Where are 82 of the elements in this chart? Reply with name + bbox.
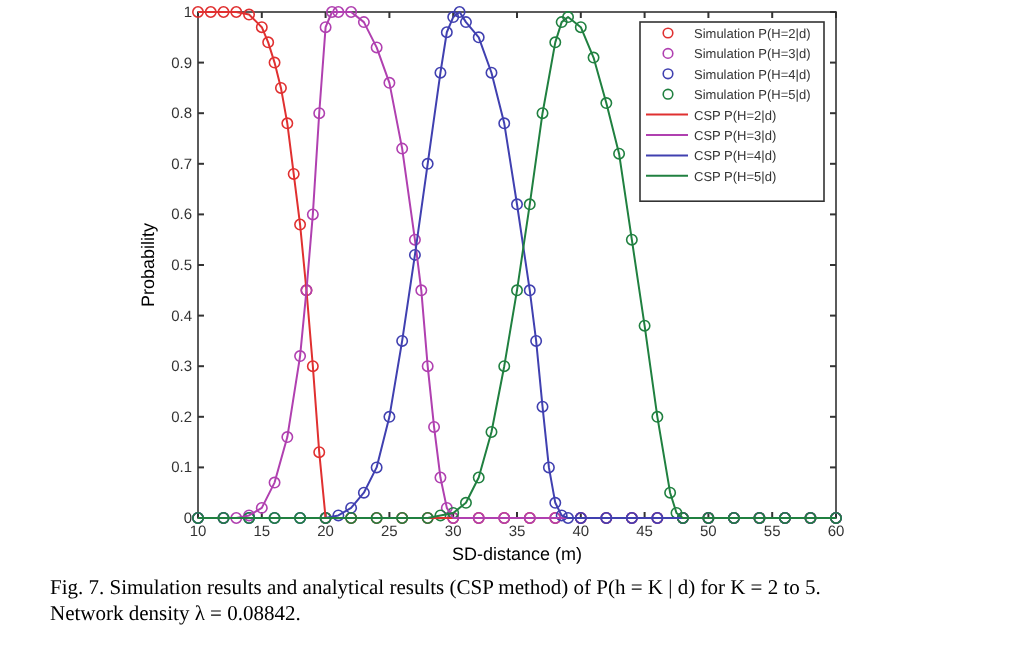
point [204, 6, 217, 18]
point [542, 461, 555, 474]
point [313, 107, 326, 120]
point [523, 284, 536, 297]
point [370, 41, 383, 54]
point [325, 6, 338, 18]
point [357, 16, 370, 29]
point [274, 81, 287, 94]
point [651, 410, 664, 423]
point [459, 16, 472, 29]
point [434, 509, 447, 522]
point [313, 446, 326, 459]
point [472, 31, 485, 44]
point [498, 360, 511, 373]
point [421, 360, 434, 373]
point [555, 16, 568, 29]
point [294, 350, 307, 363]
point [613, 147, 626, 160]
point [281, 431, 294, 444]
point [262, 36, 275, 49]
point [281, 117, 294, 130]
point [230, 6, 243, 18]
point [434, 471, 447, 484]
point [396, 334, 409, 347]
text: Network density λ = 0.08842. [50, 604, 301, 626]
point [549, 496, 562, 509]
point [319, 21, 332, 34]
point [536, 107, 549, 120]
point [555, 509, 568, 522]
caption: Fig. 7. Simulation results and analytical results (CSP method) of P(h = K | d) for K = 2 to 5. [50, 578, 821, 600]
point [562, 511, 575, 524]
point [268, 56, 281, 69]
point [345, 6, 358, 18]
point [562, 11, 575, 24]
point [332, 6, 345, 18]
point [638, 319, 651, 332]
point [453, 6, 466, 18]
point [415, 284, 428, 297]
x-axis-title: SD-distance (m) [451, 544, 583, 564]
point [664, 486, 677, 499]
point [530, 334, 543, 347]
point [217, 6, 230, 18]
point [625, 233, 638, 246]
point [408, 233, 421, 246]
point [345, 501, 358, 514]
point [255, 21, 268, 34]
point [434, 66, 447, 79]
point [472, 471, 485, 484]
point [428, 420, 441, 433]
point [357, 486, 370, 499]
point [192, 6, 204, 18]
point [287, 167, 300, 180]
point [440, 501, 453, 514]
point [306, 208, 319, 221]
point [485, 425, 498, 438]
point [370, 461, 383, 474]
point [230, 511, 243, 524]
point [383, 410, 396, 423]
point [440, 26, 453, 39]
point [511, 198, 523, 211]
point [268, 476, 281, 489]
point [459, 496, 472, 509]
point [383, 76, 396, 89]
point [498, 117, 511, 130]
point [600, 97, 613, 110]
point [447, 11, 460, 24]
point [294, 218, 307, 231]
point [549, 36, 562, 49]
point [421, 157, 434, 170]
point [408, 248, 421, 261]
point [511, 284, 523, 297]
point [396, 142, 409, 155]
point [587, 51, 600, 64]
point [332, 509, 345, 522]
point [255, 501, 268, 514]
y-axis-title: Probability [138, 221, 158, 308]
point [536, 400, 549, 413]
point [574, 21, 587, 34]
point [523, 198, 536, 211]
point [485, 66, 498, 79]
point [243, 8, 256, 21]
point [306, 360, 319, 373]
